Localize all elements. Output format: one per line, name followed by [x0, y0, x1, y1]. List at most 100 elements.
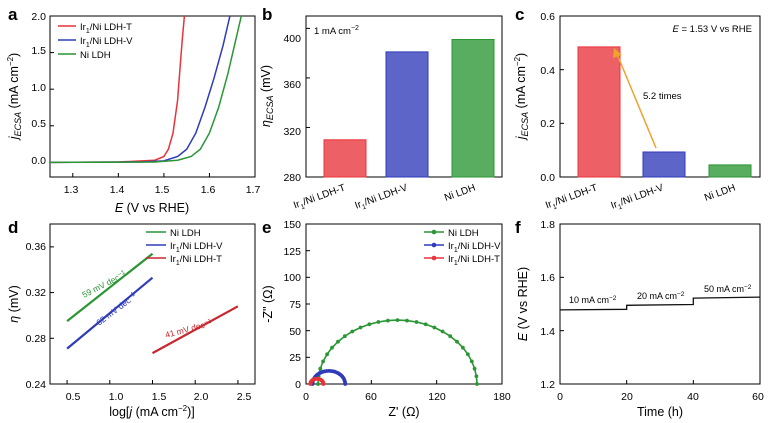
x-tick-c-ni: Ni LDH [703, 182, 737, 203]
series-line [49, 15, 243, 164]
x-tick-a: 1.4 [110, 184, 125, 196]
nyquist-point [376, 320, 381, 324]
legend-a: Ir1/Ni LDH-T Ir1/Ni LDH-V Ni LDH [58, 22, 133, 61]
x-tick-a: 1.7 [246, 184, 261, 196]
nyquist-point [336, 339, 340, 344]
y-tick-e: 0 [295, 379, 301, 391]
nyquist-point [461, 345, 465, 350]
ratio-arrow-label: 5.2 times [643, 91, 682, 102]
tafel-line [66, 276, 154, 350]
y-axis-label-e: -Z" (Ω) [261, 285, 275, 322]
y-tick-d: 0.36 [26, 241, 47, 253]
nyquist-point [330, 345, 334, 350]
bars-c [560, 15, 752, 178]
y-tick-d: 0.32 [26, 287, 47, 299]
x-tick-f: 60 [752, 391, 764, 403]
x-tick-d: 1.5 [152, 391, 167, 403]
series-line [49, 15, 231, 164]
series-lines-a [49, 15, 256, 177]
y-tick-f: 1.4 [540, 326, 555, 338]
x-tick-b-ni: Ni LDH [443, 182, 477, 203]
nyquist-point [466, 352, 470, 357]
y-tick-c: 0.6 [540, 11, 555, 23]
y-tick-e: 50 [289, 326, 301, 338]
x-tick-e: 0 [303, 391, 309, 403]
panel-b: b 1 mA cm−2 280 320 360 400 ηECSA (mV) I… [259, 5, 503, 213]
nyquist-point [325, 352, 329, 357]
bar [642, 151, 686, 178]
y-tick-e: 150 [283, 219, 301, 231]
panel-letter-f: f [515, 218, 521, 237]
step-label-10: 10 mA cm−2 [569, 295, 617, 305]
x-axis-label-e: Z' (Ω) [388, 405, 419, 419]
panel-e: e 0 60 120 180 0 25 50 75 100 125 150 Z'… [261, 218, 511, 419]
nyquist-point [342, 334, 347, 339]
panel-letter-a: a [8, 5, 18, 24]
legend-entry-a-ni: Ni LDH [80, 50, 111, 61]
bar [577, 46, 621, 178]
panel-letter-d: d [8, 218, 18, 237]
nyquist-point [475, 382, 479, 386]
y-tick-b: 360 [283, 79, 301, 91]
panel-letter-c: c [515, 5, 524, 24]
annotation-c: E = 1.53 V vs RHE [673, 24, 752, 35]
x-tick-e: 120 [428, 391, 446, 403]
nyquist-point [455, 339, 459, 344]
nyquist-point [469, 359, 474, 364]
x-tick-d: 1.0 [109, 391, 124, 403]
x-tick-c-v: Ir1/Ni LDH-V [610, 182, 666, 213]
x-tick-a: 1.3 [64, 184, 79, 196]
y-tick-e: 75 [289, 299, 301, 311]
legend-marker [431, 255, 437, 261]
x-tick-a: 1.6 [201, 184, 216, 196]
nyquist-point [321, 382, 326, 386]
nyquist-point [474, 374, 479, 379]
bar [385, 51, 429, 178]
axis-ticks-a: 1.3 1.4 1.5 1.6 1.7 0.0 0.5 1.0 1.5 2.0 [31, 11, 260, 196]
step-label-20: 20 mA cm−2 [637, 291, 685, 301]
annotation-b: 1 mA cm−2 [314, 25, 359, 37]
y-tick-c: 0.4 [540, 65, 555, 77]
y-tick-a: 1.0 [31, 82, 46, 94]
x-tick-a: 1.5 [155, 184, 170, 196]
panel-letter-b: b [262, 5, 272, 24]
nyquist-point [395, 318, 400, 322]
series-line [49, 15, 186, 164]
ratio-arrow-head [613, 48, 622, 58]
tafel-line [66, 252, 154, 322]
y-tick-d: 0.24 [26, 379, 47, 391]
tafel-label-ni: 59 mV dec−1 [80, 269, 128, 300]
legend-e: Ni LDH Ir1/Ni LDH-V Ir1/Ni LDH-T [424, 228, 501, 267]
y-tick-b: 400 [283, 33, 301, 45]
legend-d: Ni LDH Ir1/Ni LDH-V Ir1/Ni LDH-T [146, 228, 223, 267]
y-tick-e: 25 [289, 352, 301, 364]
y-tick-a: 0.5 [31, 118, 46, 130]
y-axis-label-c: jECSA (mA cm−2) [513, 53, 530, 141]
x-tick-b-v: Ir1/Ni LDH-V [354, 182, 410, 213]
nyquist-point [414, 320, 419, 324]
nyquist-point [350, 329, 355, 334]
x-tick-e: 60 [365, 391, 377, 403]
panel-f: f 0 20 40 60 1.2 1.4 1.6 1.8 Time (h) E … [515, 218, 764, 419]
nyquist-point [448, 334, 453, 339]
y-tick-e: 100 [283, 272, 301, 284]
legend-entry-e-t: Ir1/Ni LDH-T [448, 254, 500, 267]
x-tick-e: 180 [493, 391, 511, 403]
y-tick-a: 1.5 [31, 45, 46, 57]
x-tick-f: 40 [687, 391, 699, 403]
x-axis-label-f: Time (h) [637, 405, 683, 419]
nyquist-point [386, 318, 390, 323]
x-tick-f: 20 [621, 391, 633, 403]
legend-entry-e-ni: Ni LDH [448, 228, 479, 239]
panel-letter-e: e [262, 218, 271, 237]
y-tick-d: 0.28 [26, 333, 47, 345]
nyquist-arcs-e [305, 223, 503, 386]
y-tick-c: 0.0 [540, 172, 555, 184]
legend-marker [431, 229, 437, 235]
y-axis-label-d: η (mV) [7, 285, 21, 323]
y-axis-label-a: jECSA (mA cm−2) [6, 53, 23, 141]
legend-marker [431, 242, 437, 248]
x-axis-label-a: E (V vs RHE) [115, 201, 189, 215]
nyquist-point [316, 382, 320, 386]
